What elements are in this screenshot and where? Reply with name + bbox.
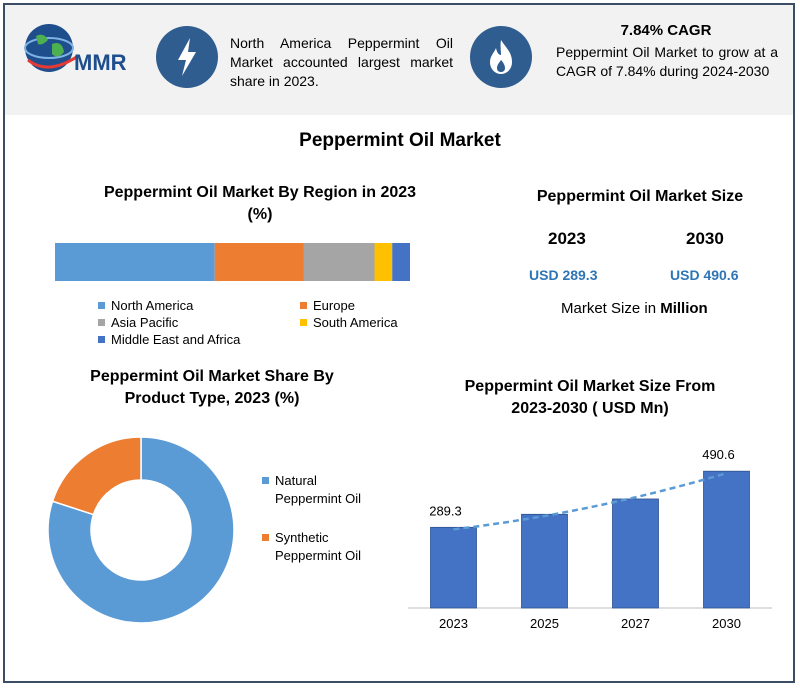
cagr-text: Peppermint Oil Market to grow at a CAGR … bbox=[556, 44, 778, 79]
region-legend-item: North America bbox=[98, 298, 193, 313]
legend-swatch bbox=[300, 319, 307, 327]
legend-label: Synthetic bbox=[275, 530, 329, 545]
size-title: Peppermint Oil Market Size bbox=[536, 188, 744, 205]
product-title-line2: Product Type, 2023 (%) bbox=[124, 390, 300, 407]
data-label: 289.3 bbox=[429, 503, 462, 518]
size-value-end: USD 490.6 bbox=[670, 267, 739, 283]
cagr-title: 7.84% CAGR bbox=[620, 22, 712, 39]
product-legend-item: Synthetic Peppermint Oil bbox=[262, 529, 361, 565]
header-band bbox=[5, 5, 793, 115]
growth-title-line2: 2023-2030 ( USD Mn) bbox=[511, 400, 669, 417]
product-title: Peppermint Oil Market Share By Product T… bbox=[62, 366, 362, 410]
x-tick-label: 2030 bbox=[712, 616, 741, 631]
growth-title-line1: Peppermint Oil Market Size From bbox=[464, 378, 716, 395]
legend-label: Peppermint Oil bbox=[275, 491, 361, 506]
legend-label: Europe bbox=[313, 298, 355, 313]
region-bar-segment-1 bbox=[214, 243, 304, 281]
region-title: Peppermint Oil Market By Region in 2023 … bbox=[60, 182, 460, 226]
region-bar-segment-3 bbox=[374, 243, 393, 281]
infographic-frame bbox=[3, 3, 795, 683]
size-note: Market Size in Million bbox=[561, 300, 708, 317]
mmr-logo: MMR bbox=[18, 20, 143, 82]
size-note-prefix: Market Size in bbox=[561, 300, 661, 317]
growth-bar-chart: 2023 289.3 2025 2027 2030 490.6 bbox=[408, 447, 772, 631]
legend-swatch bbox=[300, 302, 307, 310]
product-donut-chart bbox=[47, 436, 235, 624]
legend-swatch bbox=[262, 477, 269, 485]
legend-label: South America bbox=[313, 315, 398, 330]
legend-swatch bbox=[98, 302, 105, 310]
region-bar-segment-4 bbox=[392, 243, 410, 281]
trendline bbox=[453, 471, 727, 531]
flame-icon bbox=[470, 26, 532, 88]
growth-title: Peppermint Oil Market Size From 2023-203… bbox=[430, 376, 750, 420]
legend-label: Natural bbox=[275, 473, 317, 488]
region-title-line2: (%) bbox=[247, 206, 273, 223]
logo-text: MMR bbox=[74, 50, 127, 75]
legend-label: Asia Pacific bbox=[111, 315, 179, 330]
region-legend-item: South America bbox=[300, 315, 398, 330]
region-legend-item: Asia Pacific bbox=[98, 315, 178, 330]
region-legend: North America Europe Asia Pacific South Ame… bbox=[98, 298, 438, 350]
header-fact-text: North America Peppermint Oil Market acco… bbox=[230, 35, 453, 89]
globe-icon: MMR bbox=[24, 24, 127, 75]
x-tick-label: 2025 bbox=[530, 616, 559, 631]
bar-2023 bbox=[430, 526, 477, 609]
legend-label: Middle East and Africa bbox=[111, 332, 241, 347]
size-year-start: 2023 bbox=[548, 229, 586, 248]
product-title-line1: Peppermint Oil Market Share By bbox=[90, 368, 334, 385]
main-title: Peppermint Oil Market bbox=[299, 130, 501, 151]
data-label: 490.6 bbox=[702, 447, 735, 462]
size-year-end: 2030 bbox=[686, 229, 724, 248]
x-tick-label: 2027 bbox=[621, 616, 650, 631]
product-legend: Natural Peppermint Oil Synthetic Peppermint… bbox=[262, 472, 392, 572]
x-tick-label: 2023 bbox=[439, 616, 468, 631]
region-legend-item: Middle East and Africa bbox=[98, 332, 240, 347]
region-bar-segment-0 bbox=[55, 243, 215, 281]
region-title-line1: Peppermint Oil Market By Region in 2023 bbox=[103, 184, 417, 201]
lightning-bolt-icon bbox=[156, 26, 218, 88]
legend-label: Peppermint Oil bbox=[275, 548, 361, 563]
region-stacked-bar-chart bbox=[55, 243, 410, 281]
region-legend-item: Europe bbox=[300, 298, 355, 313]
legend-swatch bbox=[98, 319, 105, 327]
bar-2027 bbox=[612, 498, 659, 609]
bar-2025 bbox=[521, 513, 568, 609]
legend-swatch bbox=[262, 534, 269, 542]
size-note-unit: Million bbox=[660, 300, 708, 317]
size-value-start: USD 289.3 bbox=[529, 267, 598, 283]
region-bar-segment-2 bbox=[303, 243, 375, 281]
product-legend-item: Natural Peppermint Oil bbox=[262, 472, 361, 508]
donut-slice-1 bbox=[51, 436, 142, 516]
legend-label: North America bbox=[111, 298, 194, 313]
legend-swatch bbox=[98, 336, 105, 344]
donut-slice-0 bbox=[47, 436, 235, 624]
bar-2030 bbox=[703, 470, 750, 609]
